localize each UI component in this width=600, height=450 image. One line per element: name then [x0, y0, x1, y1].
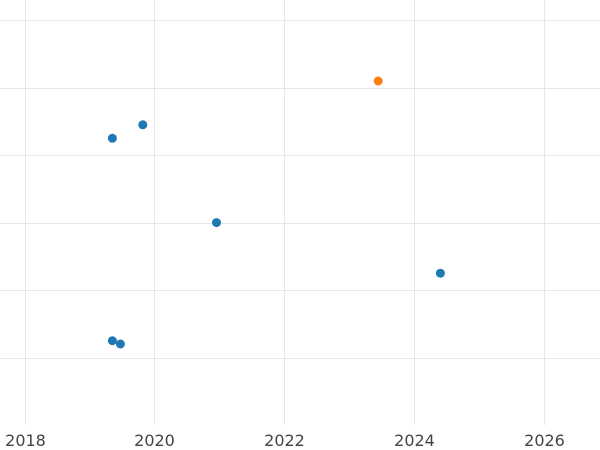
x-tick-label: 2024: [394, 431, 435, 450]
data-point: [115, 339, 125, 349]
data-points: [107, 76, 445, 349]
x-axis-tick-labels: 2018 2020 2022 2024 2026: [5, 431, 565, 450]
y-gridlines: [0, 20, 600, 359]
x-tick-label: 2018: [5, 431, 46, 450]
data-point: [138, 120, 148, 130]
x-gridlines: [25, 0, 545, 425]
data-point: [107, 133, 117, 143]
data-point: [107, 336, 117, 346]
data-point: [435, 268, 445, 278]
x-tick-label: 2020: [134, 431, 175, 450]
data-point: [373, 76, 383, 86]
x-tick-label: 2022: [264, 431, 305, 450]
x-tick-label: 2026: [524, 431, 565, 450]
data-point: [212, 218, 221, 228]
